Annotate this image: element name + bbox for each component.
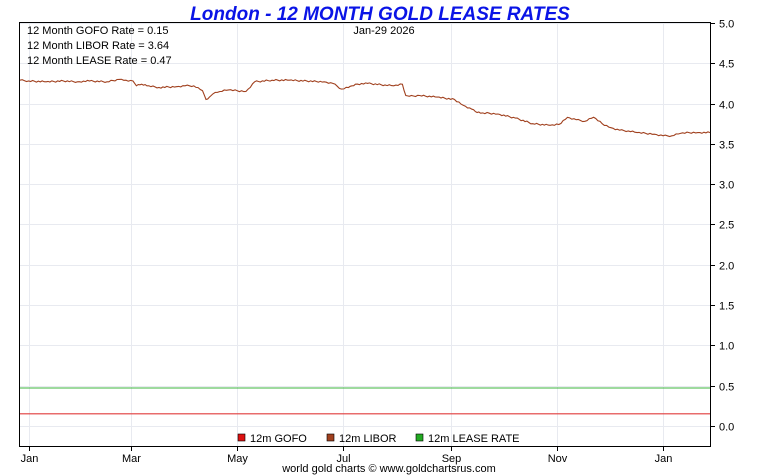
x-tick-label: Mar: [122, 453, 141, 465]
footer-credit: world gold charts © www.goldchartsrus.co…: [281, 463, 496, 475]
series-lines: [19, 78, 711, 415]
date-label: Jan-29 2026: [353, 25, 414, 37]
legend-label-gofo: 12m GOFO: [250, 433, 307, 445]
plot-area: [19, 22, 711, 447]
x-tick-label: Jul: [336, 453, 350, 465]
lease-rate-readout: 12 Month LEASE Rate = 0.47: [27, 55, 172, 67]
y-tick-label: 3.0: [719, 180, 734, 192]
y-tick-label: 4.5: [719, 59, 734, 71]
legend-swatch-libor: [326, 433, 335, 442]
y-tick-label: 5.0: [719, 19, 734, 31]
x-tick-label: Sep: [442, 453, 462, 465]
y-tick-label: 1.0: [719, 341, 734, 353]
y-tick-label: 2.0: [719, 261, 734, 273]
x-tick-label: Jan: [655, 453, 673, 465]
y-tick-label: 0.0: [719, 422, 734, 434]
y-tick-label: 2.5: [719, 220, 734, 232]
gofo-rate-readout: 12 Month GOFO Rate = 0.15: [27, 25, 169, 37]
series-line-libor: [19, 78, 711, 138]
y-tick-label: 1.5: [719, 301, 734, 313]
legend-label-libor: 12m LIBOR: [339, 433, 397, 445]
y-tick-label: 3.5: [719, 140, 734, 152]
y-tick-label: 4.0: [719, 100, 734, 112]
legend-label-lease: 12m LEASE RATE: [428, 433, 520, 445]
legend-swatch-lease: [415, 433, 424, 442]
x-tick-label: May: [227, 453, 248, 465]
x-tick-label: Nov: [548, 453, 568, 465]
y-axis: 5.0 4.5 4.0 3.5 3.0 2.5 2.0 1.5 1.0 0.5 0.0: [710, 19, 734, 434]
legend: 12m GOFO 12m LIBOR 12m LEASE RATE: [237, 433, 520, 445]
chart-title: London - 12 MONTH GOLD LEASE RATES: [190, 4, 570, 25]
libor-rate-readout: 12 Month LIBOR Rate = 3.64: [27, 40, 169, 52]
legend-swatch-gofo: [237, 433, 246, 442]
grid-lines: [20, 23, 710, 446]
x-tick-label: Jan: [21, 453, 39, 465]
y-tick-label: 0.5: [719, 382, 734, 394]
x-axis: Jan Mar May Jul Sep Nov Jan: [21, 446, 673, 465]
